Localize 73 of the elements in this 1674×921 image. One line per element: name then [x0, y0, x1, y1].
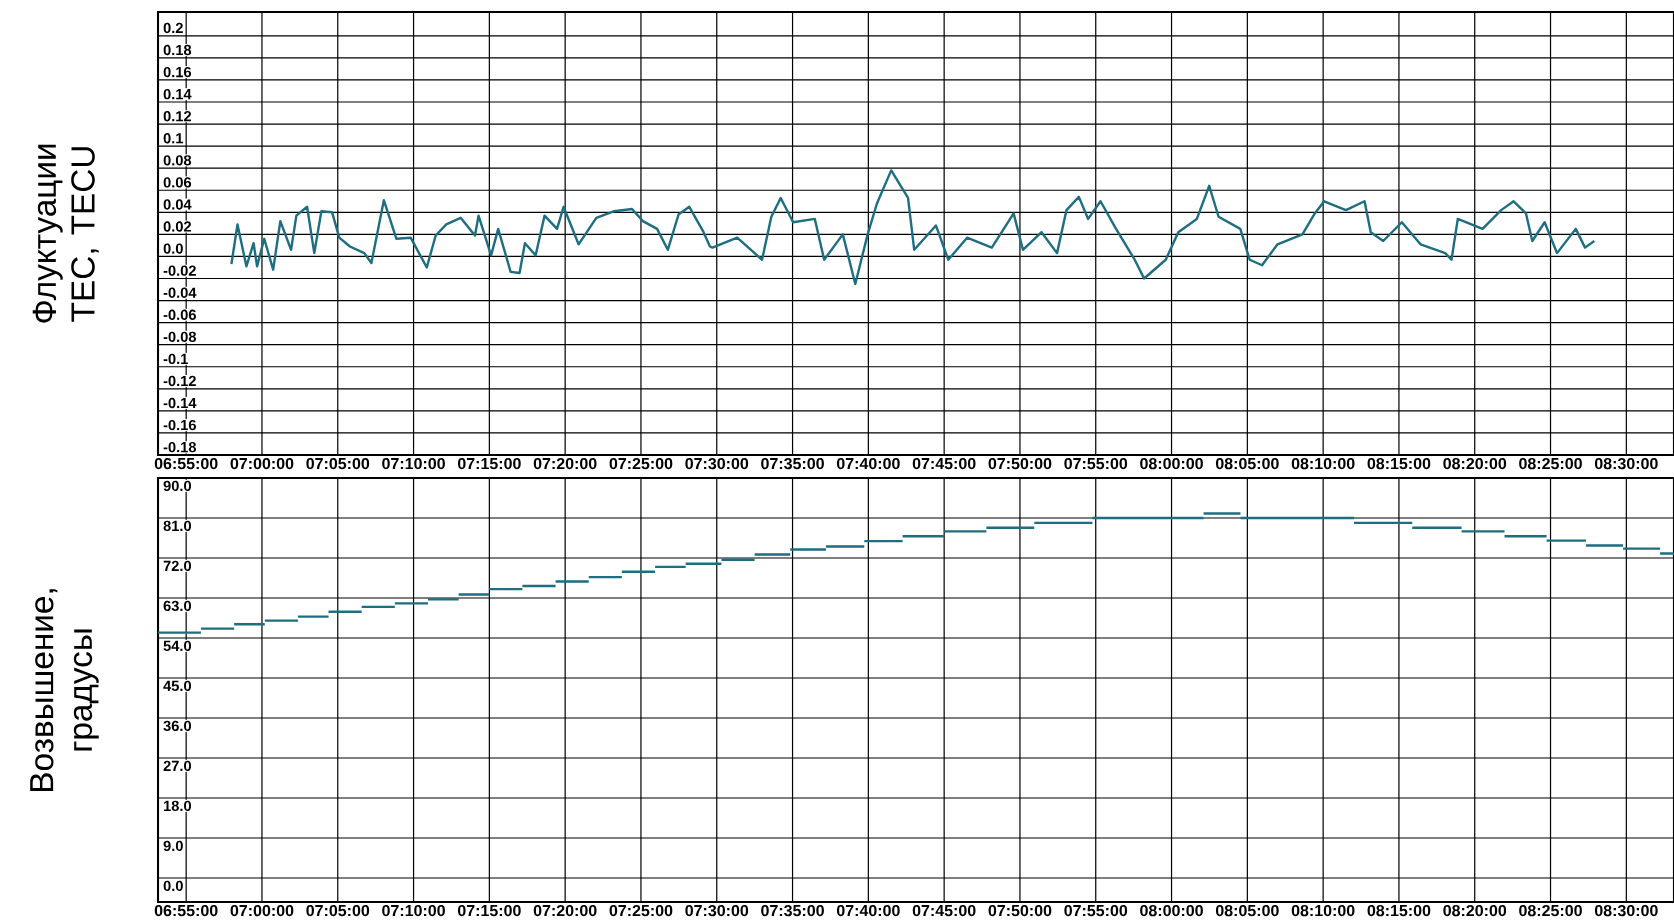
- y-tick-label: -0.12: [163, 375, 196, 387]
- y-tick-label: 45.0: [163, 680, 191, 692]
- y-tick-label: 0.02: [163, 221, 192, 232]
- y-axis-title: Возвышение, градусы: [30, 589, 99, 791]
- x-tick-label: 07:00:00: [230, 457, 294, 470]
- x-tick-label: 06:55:00: [154, 904, 218, 917]
- x-tick-label: 07:35:00: [761, 904, 824, 917]
- y-tick-label: -0.02: [163, 265, 196, 276]
- x-tick-label: 07:50:00: [988, 457, 1052, 470]
- x-tick-label: 07:25:00: [609, 457, 673, 470]
- x-tick-label: 08:30:00: [1594, 457, 1658, 470]
- y-tick-label: 0.2: [163, 22, 183, 34]
- y-tick-label: 0.04: [163, 199, 192, 210]
- x-tick-label: 07:30:00: [685, 904, 749, 917]
- y-tick-label: -0.18: [163, 441, 197, 453]
- x-tick-label: 08:05:00: [1215, 904, 1279, 917]
- x-tick-label: 07:55:00: [1064, 457, 1128, 470]
- x-tick-label: 07:40:00: [836, 904, 900, 917]
- y-tick-label: 72.0: [163, 560, 191, 572]
- x-tick-label: 07:30:00: [685, 457, 749, 470]
- x-tick-label: 07:00:00: [230, 904, 294, 917]
- y-axis-title: Флуктуации TEC, TECU: [32, 144, 99, 323]
- x-tick-label: 08:25:00: [1519, 904, 1582, 917]
- y-tick-label: 54.0: [163, 640, 191, 652]
- y-tick-label: -0.14: [163, 397, 197, 409]
- y-tick-label: -0.08: [163, 331, 197, 343]
- x-tick-label: 07:20:00: [533, 457, 597, 470]
- y-tick-label: 81.0: [163, 520, 191, 532]
- x-tick-label: 07:25:00: [609, 904, 673, 917]
- y-tick-label: 90.0: [163, 480, 191, 492]
- x-tick-label: 07:45:00: [912, 457, 976, 470]
- y-tick-label: 0.18: [163, 44, 192, 56]
- x-tick-label: 08:15:00: [1367, 457, 1431, 470]
- y-tick-label: -0.16: [163, 419, 196, 431]
- y-tick-label: 9.0: [163, 840, 183, 852]
- y-tick-label: 36.0: [163, 720, 191, 732]
- x-tick-label: 07:05:00: [306, 904, 370, 917]
- y-tick-label: -0.06: [163, 309, 196, 320]
- x-tick-label: 08:00:00: [1140, 457, 1203, 470]
- x-tick-label: 07:35:00: [761, 457, 824, 470]
- y-tick-label: 0.0: [163, 243, 183, 254]
- x-tick-label: 07:10:00: [382, 457, 445, 470]
- x-tick-label: 06:55:00: [154, 457, 218, 470]
- x-tick-label: 08:10:00: [1291, 904, 1355, 917]
- x-tick-label: 08:05:00: [1215, 457, 1279, 470]
- y-tick-label: 0.12: [163, 111, 192, 122]
- y-tick-label: -0.04: [163, 287, 197, 298]
- y-tick-label: 0.16: [163, 66, 192, 78]
- y-tick-label: 18.0: [163, 800, 191, 812]
- x-tick-label: 07:45:00: [912, 904, 976, 917]
- x-tick-label: 08:25:00: [1519, 457, 1582, 470]
- x-tick-label: 08:30:00: [1594, 904, 1658, 917]
- x-tick-label: 08:00:00: [1140, 904, 1203, 917]
- x-tick-label: 07:15:00: [457, 904, 521, 917]
- x-tick-label: 08:20:00: [1443, 457, 1507, 470]
- x-tick-label: 07:05:00: [306, 457, 370, 470]
- y-tick-label: 0.14: [163, 88, 192, 100]
- y-tick-label: 0.06: [163, 177, 192, 188]
- y-tick-label: -0.1: [163, 353, 188, 365]
- y-tick-label: 0.1: [163, 133, 184, 144]
- y-tick-label: 63.0: [163, 600, 191, 612]
- x-tick-label: 07:55:00: [1064, 904, 1128, 917]
- y-tick-label: 0.08: [163, 155, 192, 166]
- x-tick-label: 07:50:00: [988, 904, 1052, 917]
- x-tick-label: 08:20:00: [1443, 904, 1507, 917]
- x-tick-label: 07:40:00: [836, 457, 900, 470]
- x-tick-label: 08:15:00: [1367, 904, 1431, 917]
- y-tick-label: 0.0: [163, 880, 183, 892]
- x-tick-label: 07:15:00: [457, 457, 521, 470]
- x-tick-label: 07:20:00: [533, 904, 597, 917]
- y-tick-label: 27.0: [163, 760, 191, 772]
- x-tick-label: 08:10:00: [1291, 457, 1355, 470]
- x-tick-label: 07:10:00: [382, 904, 445, 917]
